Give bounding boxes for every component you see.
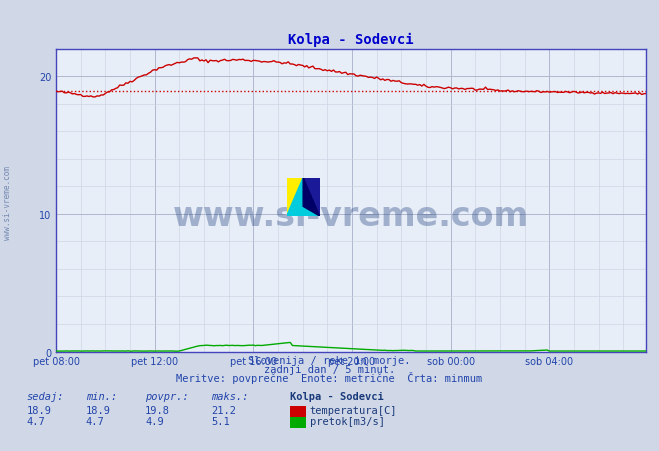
Polygon shape xyxy=(303,178,320,216)
Text: Slovenija / reke in morje.: Slovenija / reke in morje. xyxy=(248,355,411,365)
Text: 18.9: 18.9 xyxy=(26,405,51,414)
Text: sedaj:: sedaj: xyxy=(26,391,64,401)
Text: Meritve: povprečne  Enote: metrične  Črta: minmum: Meritve: povprečne Enote: metrične Črta:… xyxy=(177,371,482,383)
Text: www.si-vreme.com: www.si-vreme.com xyxy=(173,199,529,232)
Text: maks.:: maks.: xyxy=(211,391,248,401)
Title: Kolpa - Sodevci: Kolpa - Sodevci xyxy=(288,33,414,47)
Text: temperatura[C]: temperatura[C] xyxy=(310,405,397,414)
Text: povpr.:: povpr.: xyxy=(145,391,188,401)
Text: 4.7: 4.7 xyxy=(86,416,104,426)
Polygon shape xyxy=(287,178,320,216)
Text: 4.9: 4.9 xyxy=(145,416,163,426)
Polygon shape xyxy=(303,178,320,216)
Text: 18.9: 18.9 xyxy=(86,405,111,414)
Text: 4.7: 4.7 xyxy=(26,416,45,426)
Text: www.si-vreme.com: www.si-vreme.com xyxy=(3,166,13,240)
Polygon shape xyxy=(287,178,303,216)
Text: zadnji dan / 5 minut.: zadnji dan / 5 minut. xyxy=(264,364,395,374)
Text: Kolpa - Sodevci: Kolpa - Sodevci xyxy=(290,391,384,401)
Text: min.:: min.: xyxy=(86,391,117,401)
Text: 5.1: 5.1 xyxy=(211,416,229,426)
Text: 21.2: 21.2 xyxy=(211,405,236,414)
Text: pretok[m3/s]: pretok[m3/s] xyxy=(310,416,385,426)
Text: 19.8: 19.8 xyxy=(145,405,170,414)
